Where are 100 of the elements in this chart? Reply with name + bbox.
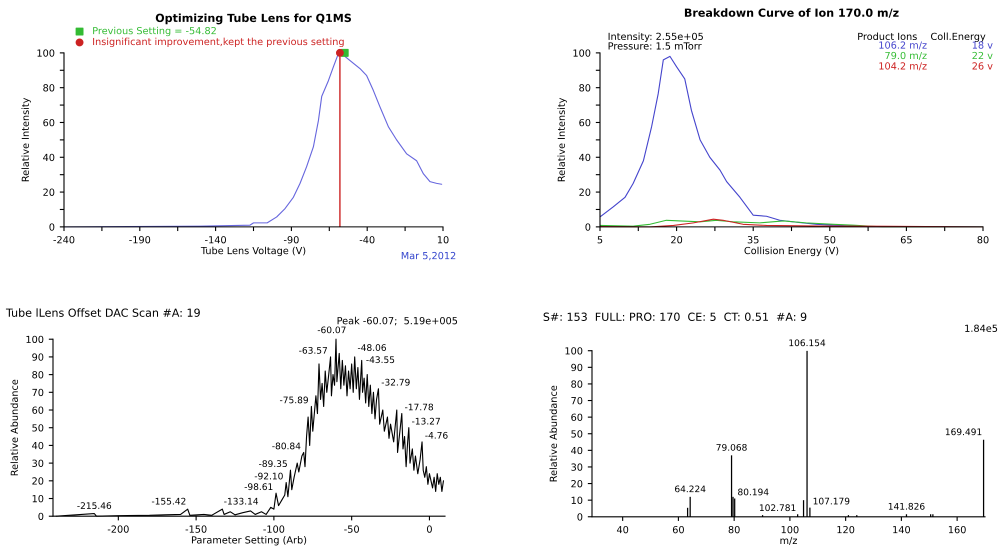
annotation: 80.194 (738, 488, 769, 496)
annotation: -133.14 (224, 498, 258, 505)
x-tick-label: 80 (977, 236, 989, 244)
y-tick-label: 40 (571, 446, 582, 454)
y-tick-label: 80 (32, 371, 44, 378)
y-tick-label: 30 (32, 460, 44, 467)
annotation: -92.10 (254, 472, 283, 480)
x-tick-label: 50 (824, 236, 836, 244)
x-axis-title: Collision Energy (V) (744, 246, 838, 256)
annotation: -60.07 (318, 326, 346, 334)
x-tick-label: 65 (900, 236, 912, 244)
y-tick-label: 60 (579, 118, 590, 126)
y-tick-label: 30 (571, 463, 582, 471)
text: Product Ions (858, 32, 917, 40)
chart-title: S#: 153 FULL: PRO: 170 CE: 5 CT: 0.51 #A: 9 (544, 312, 806, 321)
y-tick-label: 40 (32, 442, 44, 450)
y-tick-label: 0 (38, 512, 44, 520)
y-tick-label: 80 (579, 84, 590, 92)
x-tick-label: -200 (108, 525, 129, 533)
y-tick-label: 100 (26, 336, 44, 344)
text: 79.0 m/z (885, 52, 927, 60)
x-tick-label: 5 (598, 236, 602, 244)
x-tick-label: -240 (53, 236, 74, 244)
y-tick-label: 40 (579, 154, 590, 162)
annotation: 141.826 (888, 502, 925, 510)
y-tick-label: 0 (577, 513, 582, 521)
y-tick-label: 20 (579, 188, 590, 196)
text: Peak -60.07; 5.19e+005 (338, 316, 458, 326)
y-tick-label: 90 (32, 353, 44, 361)
chart-title: Breakdown Curve of Ion 170.0 m/z (684, 8, 899, 18)
y-tick-label: 100 (573, 49, 590, 57)
x-tick-label: 40 (616, 526, 628, 534)
x-tick-label: -40 (360, 236, 374, 244)
text: 1.84e5 (965, 324, 998, 332)
y-tick-label: 50 (32, 424, 44, 432)
x-tick-label: -50 (344, 525, 359, 533)
annotation: -48.06 (358, 344, 386, 351)
y-tick-label: 50 (571, 430, 582, 438)
legend-label: Previous Setting = -54.82 (93, 26, 216, 36)
text: Intensity: 2.55e+05 (608, 32, 703, 42)
annotation: 64.224 (675, 485, 706, 492)
text: 106.2 m/z (879, 41, 927, 50)
y-axis-title: Relative Abundance (549, 386, 557, 482)
x-tick-label: 160 (948, 526, 966, 534)
annotation: -98.61 (244, 483, 272, 490)
y-tick-label: 70 (571, 397, 582, 404)
text: 104.2 m/z (879, 62, 927, 70)
text: Pressure: 1.5 mTorr (608, 42, 702, 50)
annotation: 106.154 (789, 339, 826, 346)
x-tick-label: -100 (263, 525, 284, 533)
annotation: 102.781 (760, 504, 796, 512)
x-axis-title: m/z (780, 536, 798, 545)
x-tick-label: 35 (748, 236, 759, 244)
y-tick-label: 100 (565, 347, 582, 355)
y-tick-label: 80 (571, 380, 582, 388)
chart-title: Tube lLens Offset DAC Scan #A: 19 (6, 308, 200, 317)
y-tick-label: 0 (585, 223, 590, 231)
annotation: 22 v (972, 52, 993, 60)
y-tick-label: 10 (32, 494, 44, 502)
x-tick-label: 140 (893, 526, 910, 534)
y-tick-label: 100 (37, 49, 54, 57)
y-tick-label: 80 (43, 84, 54, 92)
x-tick-label: -140 (205, 236, 226, 244)
x-tick-label: 100 (782, 526, 799, 534)
y-tick-label: 70 (32, 388, 44, 396)
y-tick-label: 90 (571, 364, 582, 372)
annotation: 26 v (972, 62, 993, 70)
x-tick-label: 80 (728, 526, 740, 534)
x-tick-label: 10 (438, 236, 449, 244)
annotation: 107.179 (814, 498, 850, 504)
x-tick-label: -90 (284, 236, 299, 244)
y-tick-label: 10 (572, 496, 582, 504)
y-tick-label: 20 (32, 477, 44, 485)
x-tick-label: 20 (671, 236, 682, 244)
x-axis-title: Parameter Setting (Arb) (192, 536, 306, 546)
annotation: -4.76 (425, 432, 448, 439)
x-tick-label: 120 (837, 526, 854, 534)
annotation: -32.79 (382, 378, 410, 386)
y-tick-label: 60 (43, 118, 54, 126)
text: Mar 5,2012 (402, 252, 456, 260)
chart-title: Optimizing Tube Lens for Q1MS (156, 13, 351, 24)
y-tick-label: 60 (571, 414, 582, 421)
y-tick-label: 20 (43, 188, 54, 196)
x-tick-label: -150 (186, 525, 206, 533)
y-axis-title: Relative Abundance (10, 380, 18, 476)
annotation: 169.491 (946, 428, 982, 436)
y-axis-title: Relative Intensity (557, 98, 567, 182)
annotation: -43.55 (366, 356, 394, 364)
annotation: -63.57 (299, 346, 328, 354)
legend-label: Insignificant improvement,kept the previous setting (93, 38, 344, 48)
y-tick-label: 20 (571, 480, 582, 488)
y-tick-label: 0 (49, 223, 54, 231)
y-tick-label: 60 (32, 406, 44, 414)
x-axis-title: Tube Lens Voltage (V) (200, 246, 306, 256)
annotation: -155.42 (152, 498, 186, 505)
annotation: -13.27 (412, 418, 440, 425)
y-axis-title: Relative Intensity (21, 98, 31, 182)
annotation: -17.78 (405, 404, 434, 410)
x-tick-label: 60 (672, 526, 684, 534)
annotation: 79.068 (716, 444, 747, 451)
